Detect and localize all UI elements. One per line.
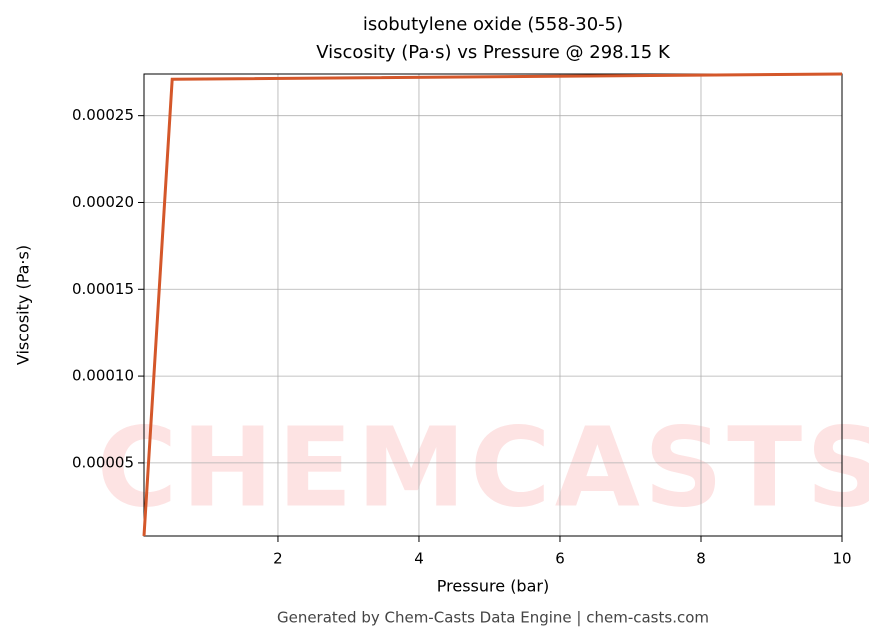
x-tick-label: 10: [832, 550, 851, 568]
x-tick-label: 4: [414, 550, 424, 568]
footer: Generated by Chem-Casts Data Engine | ch…: [277, 609, 709, 627]
plot-frame: [143, 73, 843, 537]
watermark: CHEMCASTS: [97, 403, 869, 531]
y-tick-label: 0.00025: [72, 106, 134, 124]
x-tick-label: 2: [273, 550, 283, 568]
x-tick-label: 8: [696, 550, 706, 568]
y-tick-label: 0.00010: [72, 367, 134, 385]
data-line: [142, 72, 843, 537]
chart-title: isobutylene oxide (558-30-5): [363, 14, 623, 35]
x-tick-label: 6: [555, 550, 565, 568]
x-axis-label: Pressure (bar): [437, 577, 549, 596]
y-tick-label: 0.00015: [72, 280, 134, 298]
y-axis-label: Viscosity (Pa·s): [14, 245, 33, 365]
y-tick-label: 0.00020: [72, 193, 134, 211]
y-tick-label: 0.00005: [72, 453, 134, 471]
chart-subtitle: Viscosity (Pa·s) vs Pressure @ 298.15 K: [316, 42, 671, 63]
